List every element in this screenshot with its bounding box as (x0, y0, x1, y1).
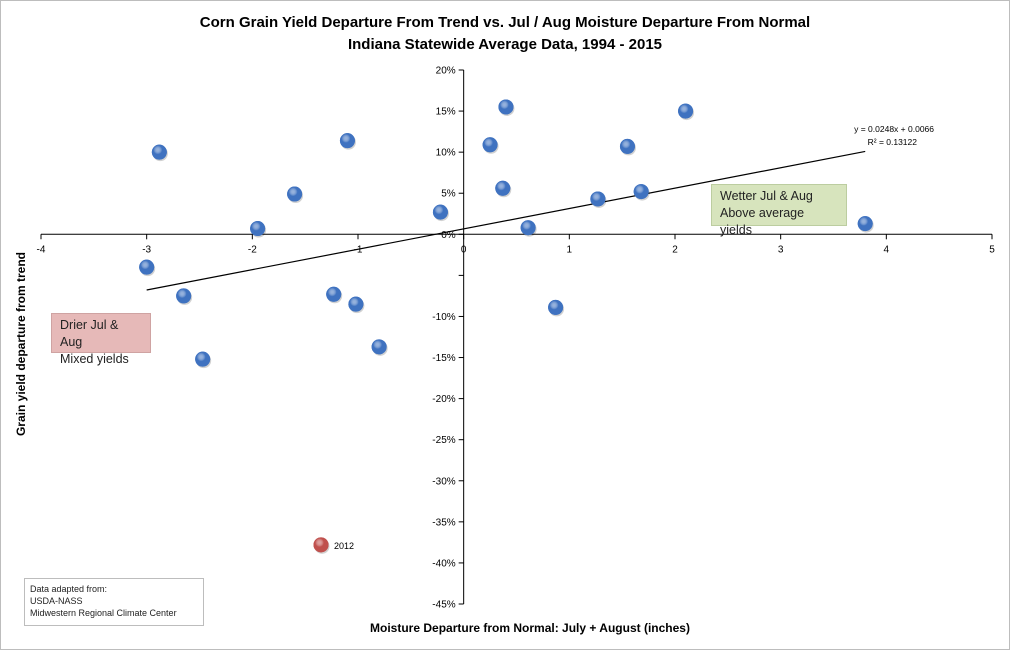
data-point-highlight (195, 351, 211, 367)
x-tick-label: 5 (989, 244, 995, 255)
y-tick-label: -30% (432, 476, 455, 487)
drier-line-1: Drier Jul & Aug (60, 318, 119, 349)
y-axis-label: Grain yield departure from trend (14, 251, 28, 437)
trendline (146, 150, 866, 291)
data-point-highlight (619, 138, 635, 154)
y-tick-label: -25% (432, 435, 455, 446)
y-tick-label: 5% (441, 189, 456, 200)
y-tick-label: -15% (432, 353, 455, 364)
y-tick-label: 20% (436, 66, 456, 77)
data-point-highlight (250, 221, 266, 237)
data-point-highlight (633, 184, 649, 200)
x-tick-label: 0 (461, 244, 467, 255)
y-tick-label: 0% (441, 230, 456, 241)
y-tick-label: -20% (432, 394, 455, 405)
chart-subtitle: Indiana Statewide Average Data, 1994 - 2… (347, 36, 663, 53)
x-tick-label: 2 (672, 244, 678, 255)
data-point-label: 2012 (334, 541, 354, 551)
source-line-1: Data adapted from: (30, 584, 108, 594)
y-tick-label: -10% (432, 312, 455, 323)
data-point-highlight (348, 296, 364, 312)
wetter-annotation: Wetter Jul & Aug Above average yields (711, 184, 847, 237)
data-point-highlight (590, 191, 606, 207)
data-point-highlight (857, 216, 873, 232)
y-tick-label: 15% (436, 107, 456, 118)
data-point-highlight (287, 186, 303, 202)
data-point-highlight (339, 133, 355, 149)
data-point-highlight (151, 144, 167, 160)
data-point-highlight (176, 288, 192, 304)
source-note: Data adapted from: USDA-NASS Midwestern … (24, 578, 204, 626)
data-point-highlight (498, 99, 514, 115)
data-point-highlight (678, 103, 694, 119)
x-tick-label: 3 (778, 244, 784, 255)
data-point-highlight (495, 180, 511, 196)
y-tick-label: -40% (432, 558, 455, 569)
x-tick-label: 4 (884, 244, 890, 255)
x-axis-label: Moisture Departure from Normal: July + A… (370, 621, 690, 635)
drier-annotation: Drier Jul & Aug Mixed yields (51, 313, 151, 366)
source-line-3: Midwestern Regional Climate Center (30, 608, 177, 618)
x-tick-label: 1 (567, 244, 573, 255)
data-point-highlight (139, 259, 155, 275)
data-point-highlight (482, 137, 498, 153)
drier-line-2: Mixed yields (60, 352, 129, 366)
data-point-highlight (371, 339, 387, 355)
y-tick-label: 10% (436, 148, 456, 159)
trendline-r-squared: R² = 0.13122 (868, 137, 918, 147)
data-point-highlight (326, 286, 342, 302)
data-point-highlight (432, 204, 448, 220)
source-line-2: USDA-NASS (30, 596, 83, 606)
data-point-highlight (520, 220, 536, 236)
wetter-line-2: Above average yields (720, 206, 805, 237)
x-tick-label: -4 (37, 244, 46, 255)
y-tick-label: -45% (432, 600, 455, 611)
y-tick-label: -35% (432, 517, 455, 528)
data-point-highlight (548, 299, 564, 315)
x-tick-label: -2 (248, 244, 257, 255)
chart-title: Corn Grain Yield Departure From Trend vs… (199, 14, 811, 31)
data-point-highlight (313, 537, 329, 553)
wetter-line-1: Wetter Jul & Aug (720, 189, 813, 203)
trendline-equation: y = 0.0248x + 0.0066 (854, 124, 934, 134)
x-tick-label: -3 (142, 244, 151, 255)
